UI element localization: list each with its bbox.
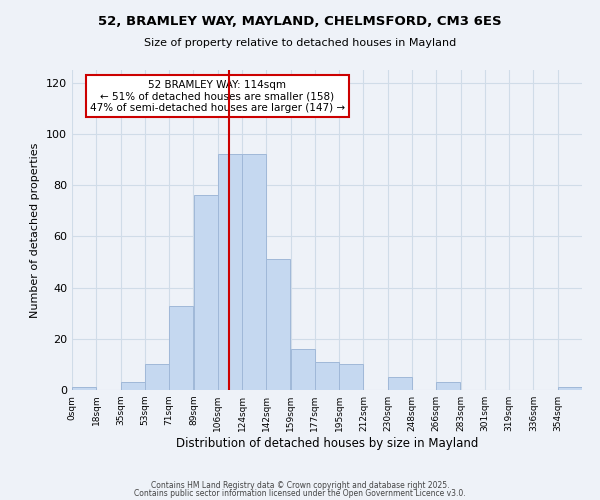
Text: Size of property relative to detached houses in Mayland: Size of property relative to detached ho… [144,38,456,48]
Text: 52, BRAMLEY WAY, MAYLAND, CHELMSFORD, CM3 6ES: 52, BRAMLEY WAY, MAYLAND, CHELMSFORD, CM… [98,15,502,28]
Text: Contains HM Land Registry data © Crown copyright and database right 2025.: Contains HM Land Registry data © Crown c… [151,480,449,490]
Bar [242,154,266,390]
Bar [266,260,290,390]
Bar [218,154,242,390]
Bar [169,306,193,390]
Bar [388,377,412,390]
Bar [194,196,218,390]
Text: Contains public sector information licensed under the Open Government Licence v3: Contains public sector information licen… [134,489,466,498]
Bar [339,364,364,390]
Y-axis label: Number of detached properties: Number of detached properties [31,142,40,318]
Bar [121,382,145,390]
Bar [145,364,169,390]
Bar [290,349,315,390]
Text: 52 BRAMLEY WAY: 114sqm
← 51% of detached houses are smaller (158)
47% of semi-de: 52 BRAMLEY WAY: 114sqm ← 51% of detached… [90,80,345,113]
X-axis label: Distribution of detached houses by size in Mayland: Distribution of detached houses by size … [176,437,478,450]
Bar [436,382,460,390]
Bar [558,388,582,390]
Bar [315,362,339,390]
Bar [72,388,96,390]
